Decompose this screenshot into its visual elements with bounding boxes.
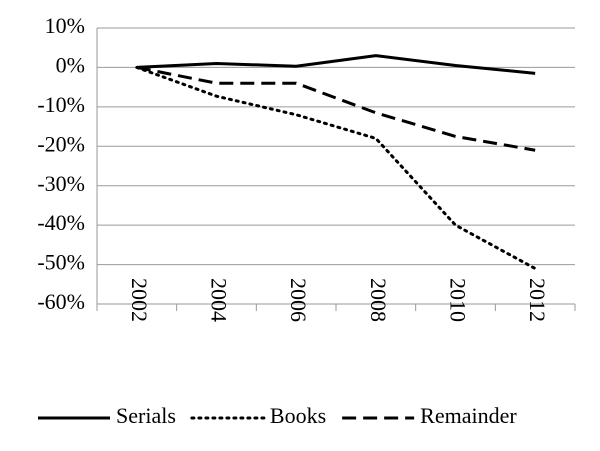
series-line [135,65,537,271]
y-tick-label: 10% [45,13,85,38]
x-tick-label: 2002 [127,278,152,322]
legend-label: Remainder [420,403,517,428]
y-tick-label: -50% [37,250,85,275]
y-tick-label: -20% [37,131,85,156]
legend-label: Serials [116,403,176,428]
y-tick-label: -60% [37,289,85,314]
series-line [136,65,536,152]
x-tick-label: 2006 [286,278,311,322]
y-tick-label: -10% [37,92,85,117]
series-line [136,54,536,75]
x-tick-label: 2010 [445,278,470,322]
x-tick-label: 2004 [206,278,231,322]
x-tick-label: 2008 [366,278,391,322]
y-tick-label: -30% [37,171,85,196]
legend-label: Books [270,403,326,428]
y-tick-label: -40% [37,210,85,235]
x-tick-label: 2012 [525,278,550,322]
y-tick-label: 0% [56,52,85,77]
